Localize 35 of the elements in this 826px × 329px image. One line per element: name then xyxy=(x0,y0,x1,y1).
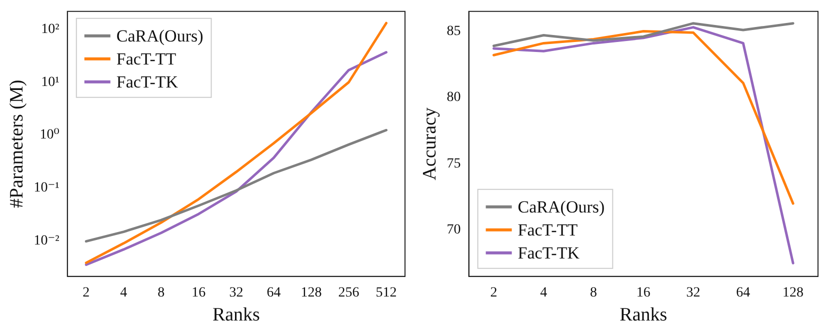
y-axis-title: #Parameters (M) xyxy=(6,80,28,208)
x-tick-label: 128 xyxy=(300,285,322,300)
x-tick-label: 2 xyxy=(82,285,90,300)
x-tick-label: 8 xyxy=(158,285,165,300)
x-tick-label: 64 xyxy=(736,285,750,300)
y-tick-label: 10² xyxy=(41,22,60,38)
x-axis-title: Ranks xyxy=(620,304,668,326)
x-tick-label: 4 xyxy=(120,285,128,300)
y-tick-label: 70 xyxy=(446,222,461,238)
x-axis-title: Ranks xyxy=(212,304,260,326)
x-tick-label: 256 xyxy=(338,285,360,300)
x-tick-label: 128 xyxy=(782,285,804,300)
legend-label: FacT-TT xyxy=(518,220,578,240)
legend-label: CaRA(Ours) xyxy=(518,197,605,216)
x-tick-label: 512 xyxy=(376,285,397,300)
legend-label: FacT-TK xyxy=(518,243,580,262)
x-tick-label: 8 xyxy=(590,285,598,300)
x-tick-label: 32 xyxy=(686,285,700,300)
x-tick-label: 16 xyxy=(192,285,206,300)
y-tick-label: 10¹ xyxy=(41,74,60,90)
legend-label: FacT-TT xyxy=(116,49,177,68)
y-tick-label: 85 xyxy=(446,24,461,39)
x-tick-label: 64 xyxy=(266,285,281,300)
y-axis-title: Accuracy xyxy=(419,107,440,180)
legend-label: FacT-TK xyxy=(116,72,179,92)
y-tick-label: 10⁻² xyxy=(34,233,60,248)
x-tick-label: 4 xyxy=(540,285,548,300)
y-tick-label: 80 xyxy=(446,90,461,106)
x-tick-label: 16 xyxy=(636,285,650,300)
legend-label: CaRA(Ours) xyxy=(116,26,204,46)
y-tick-label: 10⁰ xyxy=(40,128,60,143)
y-tick-label: 10⁻¹ xyxy=(34,180,60,196)
x-tick-label: 2 xyxy=(490,285,498,300)
y-tick-label: 75 xyxy=(446,156,461,172)
x-tick-label: 32 xyxy=(229,285,244,300)
